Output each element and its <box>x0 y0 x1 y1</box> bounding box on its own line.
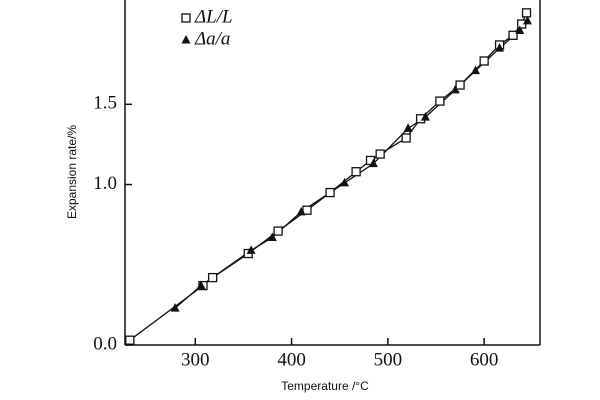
triangle-marker <box>368 158 378 168</box>
triangle-marker <box>196 280 206 290</box>
triangle-marker <box>420 112 430 121</box>
triangle-marker <box>470 65 480 75</box>
triangle-marker <box>495 43 505 52</box>
x-tick-label: 300 <box>181 349 210 370</box>
triangle-marker <box>296 206 306 216</box>
y-axis-label: Expansion rate/% <box>65 125 79 219</box>
triangle-marker <box>403 123 413 132</box>
legend-marker <box>181 13 191 23</box>
triangle-marker <box>246 245 256 254</box>
triangle-marker <box>522 15 532 25</box>
x-axis-label: Temperature /°C <box>281 379 369 393</box>
square-marker <box>273 226 283 236</box>
square-marker <box>455 80 465 90</box>
square-marker <box>207 272 218 283</box>
x-tick-label: 600 <box>470 349 499 370</box>
square-marker <box>521 8 532 18</box>
y-tick-label: 1.5 <box>93 93 117 114</box>
triangle-marker <box>450 84 460 94</box>
square-marker <box>479 56 489 66</box>
triangle-marker <box>515 25 525 34</box>
triangle-marker <box>267 232 277 241</box>
x-tick-label: 400 <box>277 349 306 370</box>
legend-marker <box>181 35 191 44</box>
square-marker <box>435 96 445 106</box>
triangle-marker <box>340 177 350 187</box>
legend-label: Δa/a <box>194 28 230 49</box>
y-tick-label: 1.0 <box>93 173 117 194</box>
square-marker <box>508 30 518 40</box>
square-marker <box>375 149 385 159</box>
square-marker <box>125 335 135 345</box>
square-marker <box>325 187 335 198</box>
square-marker <box>401 133 411 143</box>
legend-label: ΔL/L <box>194 6 233 27</box>
triangle-marker <box>170 303 180 312</box>
series-line <box>129 12 528 341</box>
square-marker <box>351 167 361 177</box>
y-tick-label: 0.0 <box>93 333 117 354</box>
series-line <box>174 20 528 309</box>
x-tick-label: 500 <box>374 349 403 370</box>
